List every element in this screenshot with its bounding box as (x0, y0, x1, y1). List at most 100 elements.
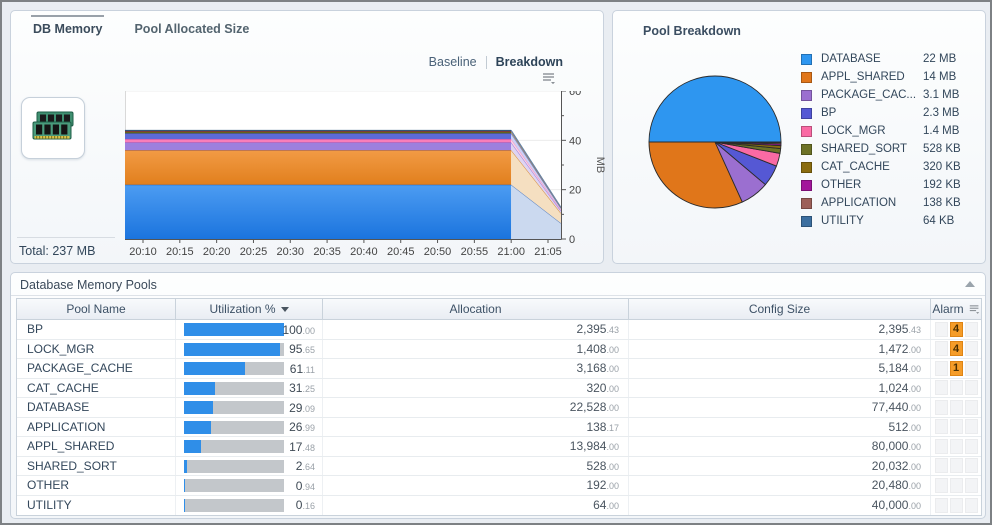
alarm-count-badge[interactable]: 4 (949, 321, 963, 337)
cell-utilization: 17.48 (176, 437, 323, 456)
cell-utilization: 31.25 (176, 378, 323, 397)
alarm-placeholder (964, 419, 978, 435)
cell-config-size: 5,184.00 (629, 359, 931, 378)
alarm-placeholder (949, 458, 963, 474)
alarm-placeholder (934, 477, 948, 493)
cell-alarms (931, 379, 981, 398)
table-row[interactable]: SHARED_SORT 2.64 528.00 20,032.00 (17, 456, 981, 476)
legend-item[interactable]: OTHER 192 KB (801, 176, 961, 194)
alarm-placeholder (949, 380, 963, 396)
column-header-utilization[interactable]: Utilization % (176, 299, 323, 319)
cell-alarms (931, 457, 981, 476)
legend-item[interactable]: APPLICATION 138 KB (801, 194, 961, 212)
legend-value: 320 KB (923, 161, 961, 173)
cell-config-size: 20,480.00 (629, 476, 931, 495)
x-axis-tick-label: 20:40 (350, 246, 378, 258)
y-axis-tick-label: 20 (569, 185, 581, 197)
x-axis-tick-label: 20:50 (424, 246, 452, 258)
alarm-placeholder (949, 497, 963, 513)
cell-utilization: 61.11 (176, 359, 323, 378)
cell-config-size: 20,032.00 (629, 456, 931, 475)
table-row[interactable]: LOCK_MGR 95.65 1,408.00 1,472.00 4 (17, 339, 981, 359)
legend-item[interactable]: DATABASE 22 MB (801, 50, 961, 68)
legend-value: 1.4 MB (923, 125, 960, 137)
memory-area-chart[interactable]: 20:10 20:15 20:20 20:25 20:30 20:35 20:40 20:45… (125, 91, 605, 263)
cell-pool-name: CAT_CACHE (17, 378, 176, 397)
legend-item[interactable]: BP 2.3 MB (801, 104, 961, 122)
legend-item[interactable]: SHARED_SORT 528 KB (801, 140, 961, 158)
alarm-count-badge[interactable]: 1 (949, 360, 963, 376)
sort-desc-icon (280, 307, 289, 312)
column-header-config-size[interactable]: Config Size (629, 299, 931, 319)
cell-allocation: 2,395.43 (323, 320, 629, 339)
utilization-bar-track (184, 459, 284, 473)
legend-swatch (801, 89, 812, 101)
cell-config-size: 512.00 (629, 417, 931, 436)
utilization-value: 26.99 (289, 420, 315, 434)
column-customizer-icon[interactable] (969, 304, 980, 314)
legend-swatch (801, 179, 812, 191)
legend-value: 138 KB (923, 197, 961, 209)
cell-allocation: 528.00 (323, 456, 629, 475)
x-axis-tick-label: 20:45 (387, 246, 415, 258)
memory-module-button[interactable] (21, 97, 85, 159)
alarm-placeholder (934, 380, 948, 396)
utilization-value: 0.94 (295, 478, 315, 493)
collapse-panel-icon[interactable] (965, 281, 975, 287)
pie-slice-appl-shared[interactable] (648, 141, 743, 209)
alarm-placeholder (964, 497, 978, 513)
x-axis-tick-label: 20:10 (129, 246, 157, 258)
legend-item[interactable]: UTILITY 64 KB (801, 212, 961, 230)
legend-swatch (801, 53, 812, 65)
legend-item[interactable]: CAT_CACHE 320 KB (801, 158, 961, 176)
legend-label: DATABASE (821, 53, 881, 65)
utilization-value: 2.64 (295, 459, 315, 473)
table-row[interactable]: CAT_CACHE 31.25 320.00 1,024.00 (17, 378, 981, 398)
table-row[interactable]: BP 100.00 2,395.43 2,395.43 4 (17, 320, 981, 340)
chart-options-icon[interactable] (542, 72, 556, 84)
table-row[interactable]: OTHER 0.94 192.00 20,480.00 (17, 476, 981, 496)
table-row[interactable]: APPL_SHARED 17.48 13,984.00 80,000.00 (17, 437, 981, 457)
alarm-placeholder (949, 419, 963, 435)
x-axis-tick-label: 20:15 (166, 246, 194, 258)
utilization-bar-fill (184, 342, 280, 356)
cell-allocation: 64.00 (323, 495, 629, 515)
table-row[interactable]: UTILITY 0.16 64.00 40,000.00 (17, 495, 981, 515)
x-axis-tick-label: 20:20 (203, 246, 231, 258)
view-breakdown[interactable]: Breakdown (495, 55, 563, 69)
cell-pool-name: SHARED_SORT (17, 456, 176, 475)
utilization-bar-fill (184, 420, 211, 434)
tab-pool-allocated-size[interactable]: Pool Allocated Size (134, 22, 250, 36)
cell-pool-name: BP (17, 320, 176, 339)
legend-item[interactable]: PACKAGE_CAC... 3.1 MB (801, 86, 961, 104)
utilization-bar-fill (184, 440, 202, 453)
x-axis-tick-label: 20:25 (240, 246, 268, 258)
cell-alarms (931, 437, 981, 456)
table-row[interactable]: DATABASE 29.09 22,528.00 77,440.00 (17, 398, 981, 418)
alarm-placeholder (934, 360, 948, 376)
cell-alarms: 4 (931, 340, 981, 359)
total-divider (17, 237, 115, 238)
memory-pools-table: Pool Name Utilization % Allocation Confi… (16, 298, 982, 516)
view-baseline[interactable]: Baseline (428, 55, 477, 69)
tab-db-memory[interactable]: DB Memory (31, 15, 105, 40)
legend-swatch (801, 197, 812, 209)
legend-item[interactable]: LOCK_MGR 1.4 MB (801, 122, 961, 140)
column-header-pool-name[interactable]: Pool Name (17, 299, 176, 319)
alarm-placeholder (934, 321, 948, 337)
legend-item[interactable]: APPL_SHARED 14 MB (801, 68, 961, 86)
alarm-placeholder (934, 438, 948, 454)
legend-label: LOCK_MGR (821, 125, 886, 137)
utilization-value: 17.48 (289, 439, 315, 454)
pool-breakdown-pie[interactable] (646, 73, 784, 211)
table-row[interactable]: PACKAGE_CACHE 61.11 3,168.00 5,184.00 1 (17, 359, 981, 379)
pie-slice-utility[interactable] (714, 141, 782, 144)
alarm-placeholder (964, 380, 978, 396)
pie-slice-database[interactable] (648, 75, 782, 143)
utilization-bar-track (184, 323, 284, 336)
table-row[interactable]: APPLICATION 26.99 138.17 512.00 (17, 417, 981, 437)
column-header-allocation[interactable]: Allocation (323, 299, 629, 319)
column-header-alarm[interactable]: Alarm (931, 299, 981, 319)
alarm-count-badge[interactable]: 4 (949, 341, 963, 357)
cell-alarms: 1 (931, 359, 981, 378)
